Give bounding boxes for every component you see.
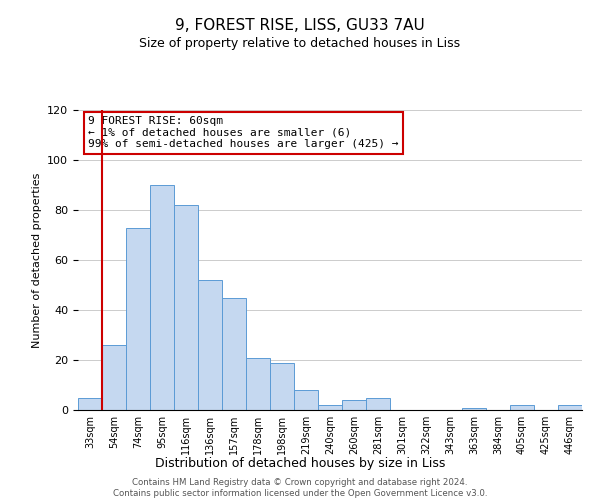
Text: Distribution of detached houses by size in Liss: Distribution of detached houses by size … bbox=[155, 458, 445, 470]
Text: 9 FOREST RISE: 60sqm
← 1% of detached houses are smaller (6)
99% of semi-detache: 9 FOREST RISE: 60sqm ← 1% of detached ho… bbox=[88, 116, 398, 149]
Bar bbox=[78, 398, 102, 410]
Bar bbox=[318, 405, 342, 410]
Text: Contains HM Land Registry data © Crown copyright and database right 2024.
Contai: Contains HM Land Registry data © Crown c… bbox=[113, 478, 487, 498]
Bar bbox=[294, 390, 318, 410]
Bar bbox=[558, 405, 582, 410]
Bar bbox=[150, 185, 174, 410]
Bar bbox=[270, 362, 294, 410]
Text: Size of property relative to detached houses in Liss: Size of property relative to detached ho… bbox=[139, 38, 461, 51]
Y-axis label: Number of detached properties: Number of detached properties bbox=[32, 172, 41, 348]
Bar bbox=[366, 398, 390, 410]
Text: 9, FOREST RISE, LISS, GU33 7AU: 9, FOREST RISE, LISS, GU33 7AU bbox=[175, 18, 425, 32]
Bar bbox=[342, 400, 366, 410]
Bar bbox=[246, 358, 270, 410]
Bar bbox=[174, 205, 198, 410]
Bar bbox=[126, 228, 150, 410]
Bar bbox=[102, 345, 126, 410]
Bar bbox=[510, 405, 534, 410]
Bar bbox=[222, 298, 246, 410]
Bar bbox=[198, 280, 222, 410]
Bar bbox=[462, 408, 486, 410]
